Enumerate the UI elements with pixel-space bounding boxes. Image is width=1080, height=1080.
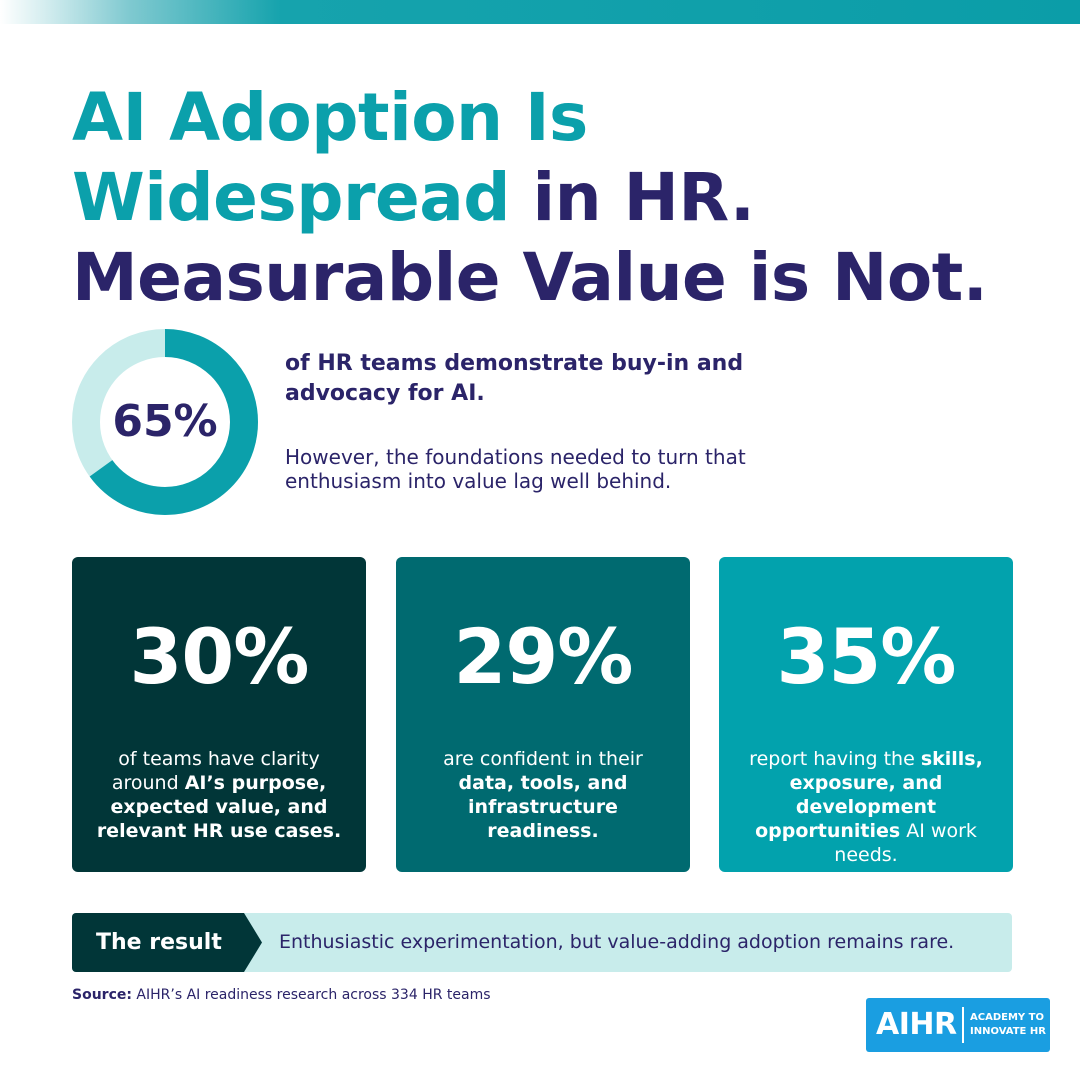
- stat-card-description: report having the skills, exposure, and …: [749, 748, 983, 866]
- logo-tagline: ACADEMY TO INNOVATE HR: [970, 1012, 1046, 1037]
- donut-arc: [72, 329, 258, 515]
- stat-card-value: 29%: [453, 612, 634, 701]
- stat-card-clarity: 30% of teams have clarity around AI’s pu…: [72, 557, 366, 872]
- logo-wordmark: AIHR: [876, 1007, 957, 1042]
- title-line-2-rest: in HR.: [510, 159, 755, 236]
- donut-percent-label: 65%: [112, 396, 218, 447]
- source-text: AIHR’s AI readiness research across 334 …: [131, 987, 491, 1003]
- source-note: Source: AIHR’s AI readiness research acr…: [72, 986, 491, 1004]
- lead-headline: of HR teams demonstrate buy-in and advoc…: [285, 351, 744, 406]
- lead-subtext: However, the foundations needed to turn …: [285, 445, 746, 493]
- result-label: The result: [72, 913, 262, 972]
- donut-chart: [72, 329, 258, 515]
- stat-card-description: of teams have clarity around AI’s purpos…: [96, 748, 342, 842]
- title-line-1: AI Adoption Is: [72, 79, 588, 156]
- title-line-3: Measurable Value is Not.: [72, 239, 988, 316]
- logo-divider: [962, 1007, 964, 1043]
- stat-card-infrastructure: 29% are confident in their data, tools, …: [396, 557, 690, 872]
- title-accent-word: Widespread: [72, 159, 511, 236]
- page-title: AI Adoption Is Widespread in HR. Measura…: [72, 78, 1032, 318]
- stat-card-value: 35%: [776, 612, 957, 701]
- result-text: Enthusiastic experimentation, but value-…: [279, 931, 955, 953]
- stat-card-skills: 35% report having the skills, exposure, …: [719, 557, 1013, 872]
- stat-card-value: 30%: [129, 612, 310, 701]
- top-gradient-bar: [0, 0, 1080, 24]
- source-label: Source:: [72, 987, 132, 1003]
- stat-card-description: are confident in their data, tools, and …: [443, 748, 643, 842]
- aihr-logo: AIHR ACADEMY TO INNOVATE HR: [866, 998, 1050, 1052]
